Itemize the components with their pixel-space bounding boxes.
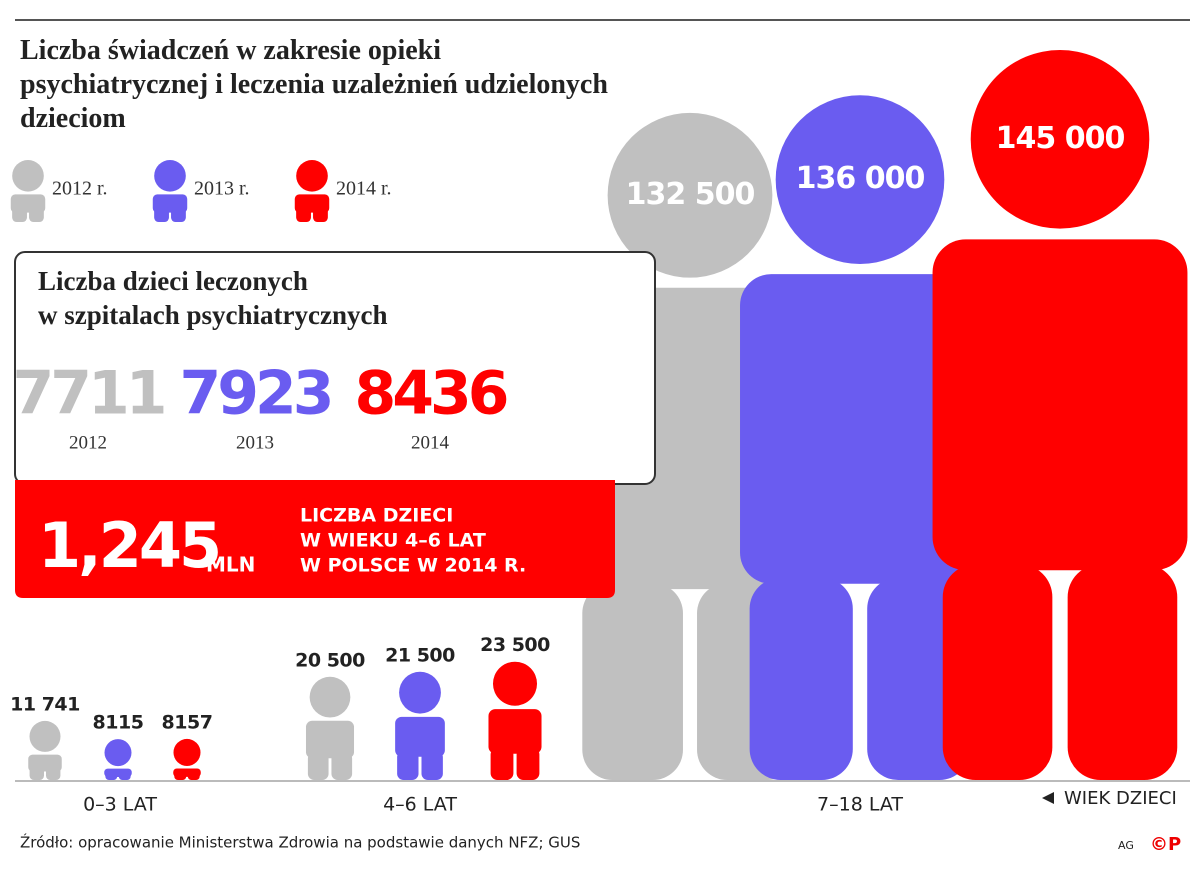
leg <box>105 770 118 780</box>
value-label: 132 500 <box>626 177 755 212</box>
inset-title: w szpitalach psychiatrycznych <box>38 300 387 330</box>
leg <box>174 770 187 780</box>
x-tick-label: 0–3 LAT <box>83 794 157 816</box>
person <box>152 160 188 222</box>
inset-value: 8436 <box>355 359 507 429</box>
leg <box>29 206 44 222</box>
head <box>607 112 773 278</box>
leg <box>296 206 311 222</box>
value-label: 20 500 <box>295 649 365 671</box>
source: Źródło: opracowanie Ministerstwa Zdrowia… <box>20 833 580 852</box>
person <box>932 50 1188 780</box>
inset-year: 2014 <box>411 432 450 453</box>
head <box>29 720 61 752</box>
person <box>395 671 445 780</box>
x-tick-label: 4–6 LAT <box>383 794 457 816</box>
highlight-text: LICZBA DZIECI <box>300 505 453 527</box>
leg <box>313 206 328 222</box>
head <box>173 738 201 766</box>
inset-year: 2012 <box>69 432 107 453</box>
value-label: 11 741 <box>10 693 80 715</box>
person <box>104 739 132 780</box>
leg <box>1067 564 1178 780</box>
person <box>740 95 980 780</box>
body <box>740 274 980 584</box>
highlight-unit: MLN <box>206 553 255 577</box>
person <box>294 160 330 222</box>
leg <box>29 765 44 780</box>
chart-title: Liczba świadczeń w zakresie opieki psych… <box>20 35 608 135</box>
leg <box>490 747 514 780</box>
value-label: 8115 <box>93 712 144 734</box>
leg <box>46 765 61 780</box>
inset-title: Liczba dzieci leczonych <box>38 266 308 296</box>
person <box>305 676 355 780</box>
leg <box>12 206 27 222</box>
body <box>932 239 1188 571</box>
head <box>309 676 351 718</box>
head <box>12 160 44 192</box>
highlight-number: 1,245 <box>38 509 219 582</box>
highlight-band <box>15 480 615 598</box>
value-label: 145 000 <box>996 121 1125 156</box>
head <box>296 160 328 192</box>
head <box>970 50 1150 229</box>
value-label: 23 500 <box>480 634 550 656</box>
value-label: 21 500 <box>385 644 455 666</box>
logo: ©P <box>1150 834 1181 855</box>
value-label: 136 000 <box>796 161 925 196</box>
person <box>173 738 201 780</box>
leg <box>942 564 1053 780</box>
body <box>305 720 355 759</box>
leg <box>118 770 131 780</box>
arrow <box>1042 792 1054 804</box>
highlight-text: W POLSCE W 2014 R. <box>300 555 526 577</box>
legend-label: 2014 r. <box>336 178 392 200</box>
head <box>492 661 538 706</box>
leg <box>307 752 329 780</box>
inset-value: 7711 <box>13 359 164 429</box>
body <box>395 716 445 757</box>
highlight-text: W WIEKU 4–6 LAT <box>300 530 486 552</box>
inset-year: 2013 <box>236 432 274 453</box>
head <box>104 739 132 767</box>
legend-label: 2012 r. <box>52 178 108 200</box>
leg <box>749 577 853 780</box>
leg <box>582 583 683 780</box>
head <box>154 160 186 192</box>
leg <box>331 752 353 780</box>
leg <box>397 750 419 780</box>
person <box>10 160 46 222</box>
legend-label: 2013 r. <box>194 178 250 200</box>
leg <box>154 206 169 222</box>
person <box>488 661 542 780</box>
head <box>399 671 441 714</box>
credit: AG <box>1118 839 1134 852</box>
person <box>28 720 62 780</box>
leg <box>171 206 186 222</box>
x-tick-label: 7–18 LAT <box>817 794 903 816</box>
body <box>488 709 542 754</box>
leg <box>421 750 443 780</box>
value-label: 8157 <box>162 711 213 733</box>
leg <box>187 770 200 780</box>
leg <box>516 747 540 780</box>
inset: Liczba dzieci leczonych w szpitalach psy… <box>13 251 656 598</box>
inset-value: 7923 <box>180 359 331 429</box>
head <box>775 95 945 264</box>
axis-label: WIEK DZIECI <box>1064 788 1177 809</box>
